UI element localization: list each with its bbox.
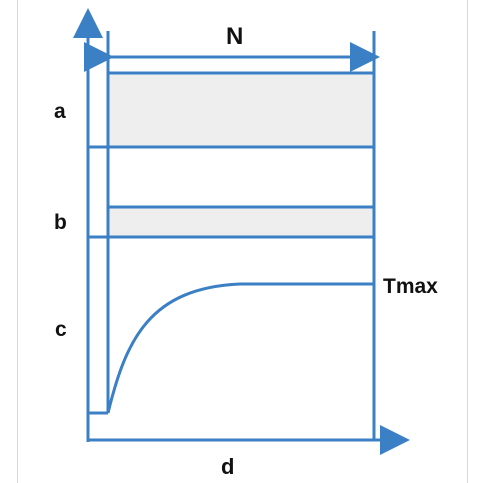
band-b [108, 207, 374, 237]
label-a: a [54, 101, 66, 122]
label-n: N [226, 25, 243, 49]
band-a [108, 73, 374, 147]
label-c: c [55, 319, 67, 340]
label-d: d [221, 456, 234, 478]
label-b: b [54, 212, 67, 233]
label-tmax: Tmax [383, 276, 438, 297]
saturation-curve [108, 284, 374, 413]
